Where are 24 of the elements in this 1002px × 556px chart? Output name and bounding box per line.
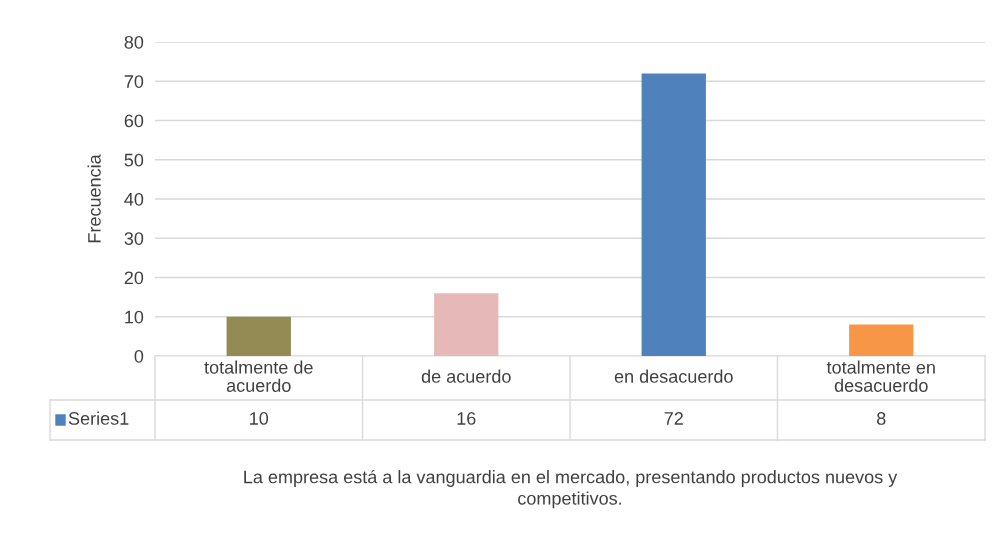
data-label: 72 [664,412,683,425]
y-tick-label: 10 [125,310,144,324]
data-label: 8 [877,412,886,425]
x-axis-title: La empresa está a la vanguardia en el mercado, presentando productos nuevos y competitivos. [244,469,898,509]
y-axis-title: Frecuencia [87,154,101,243]
y-tick-label: 40 [124,192,144,206]
y-tick-label: 20 [124,271,144,285]
y-tick-label: 70 [124,75,144,88]
x-tick-label: totalmente en desacuerdo [826,360,935,392]
data-label: 16 [457,412,476,425]
data-label: 10 [250,412,269,425]
bar [434,293,499,356]
bar [226,316,291,356]
y-tick-label: 0 [134,349,144,363]
y-tick-label: 30 [124,232,144,245]
x-tick-label: de acuerdo [421,369,511,383]
x-tick-label: totalmente de acuerdo [204,360,313,392]
bar [849,324,914,356]
y-tick-label: 50 [124,153,144,167]
bar [641,73,706,356]
x-tick-label: en desacuerdo [614,369,733,383]
legend-label: Series1 [68,411,129,425]
y-tick-label: 80 [124,35,144,49]
y-tick-label: 60 [124,114,144,128]
